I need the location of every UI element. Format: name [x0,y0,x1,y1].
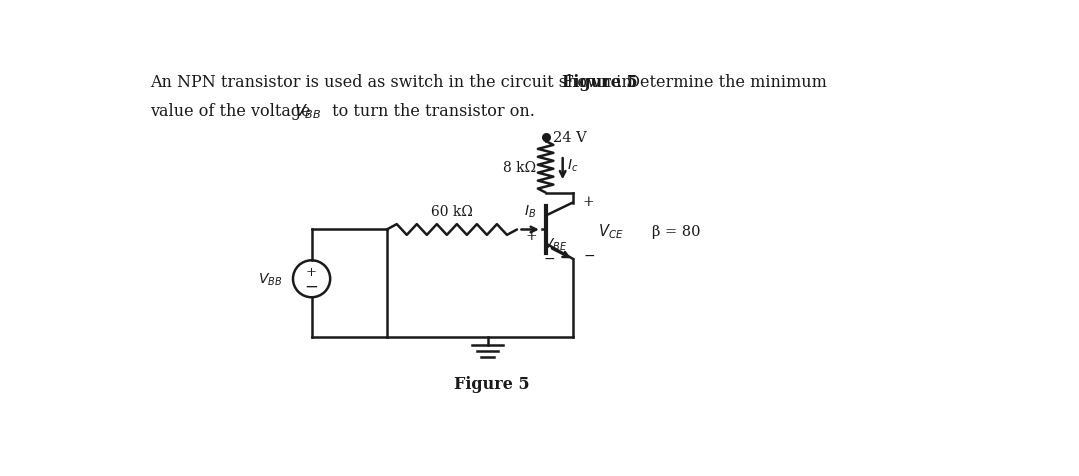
Text: $V_{BB}$: $V_{BB}$ [258,271,282,288]
Text: −: − [304,278,318,295]
Text: An NPN transistor is used as switch in the circuit shown in: An NPN transistor is used as switch in t… [150,74,638,91]
Text: to turn the transistor on.: to turn the transistor on. [327,102,535,119]
Text: 24 V: 24 V [554,131,587,145]
Text: $V_{BB}$: $V_{BB}$ [295,102,322,121]
Text: 8 kΩ: 8 kΩ [503,160,536,174]
Text: β = 80: β = 80 [652,224,700,238]
Text: $I_c$: $I_c$ [568,158,578,174]
Text: +: + [582,195,593,208]
Text: +: + [306,266,317,279]
Text: $I_B$: $I_B$ [524,204,536,220]
Text: $-$: $-$ [544,251,556,265]
Text: +: + [525,228,537,242]
Text: value of the voltage: value of the voltage [150,102,316,119]
Text: $V_{CE}$: $V_{CE}$ [598,222,624,240]
Text: $V_{BE}$: $V_{BE}$ [544,236,568,252]
Text: Figure 5: Figure 5 [562,74,638,91]
Text: $-$: $-$ [583,248,595,262]
Text: . Determine the minimum: . Determine the minimum [617,74,827,91]
Text: Figure 5: Figure 5 [453,375,529,392]
Text: 60 kΩ: 60 kΩ [431,205,473,218]
